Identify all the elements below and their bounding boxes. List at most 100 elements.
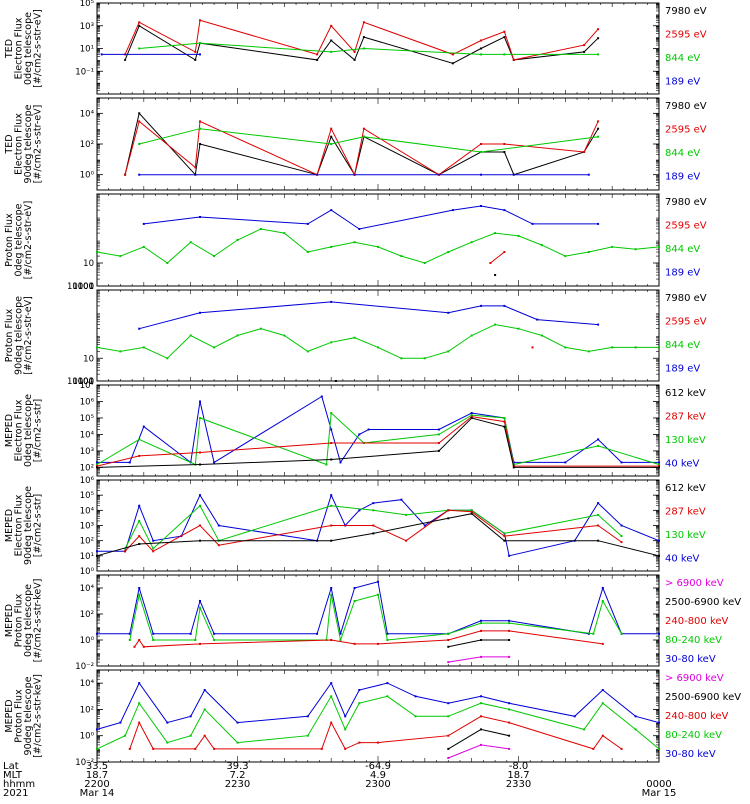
data-point (138, 21, 141, 24)
y-tick-label: 10⁵ (80, 0, 94, 9)
data-point (470, 414, 473, 417)
panel-frame (96, 384, 660, 477)
data-point (480, 655, 482, 658)
data-point (166, 721, 169, 724)
data-point (138, 112, 141, 115)
data-point (353, 241, 356, 244)
footer-value: 2300 (365, 779, 390, 790)
data-point (320, 395, 323, 398)
footer-value: 2200 (84, 779, 109, 790)
data-point (194, 166, 197, 169)
series-612-kev (96, 512, 660, 557)
data-point (330, 341, 333, 344)
data-point (199, 642, 201, 645)
data-point (189, 715, 192, 718)
footer-value: Mar 15 (642, 788, 677, 799)
footer-value: 18.7 (86, 770, 108, 781)
footer-value: 33.5 (86, 761, 108, 772)
y-axis-label-line: Proton Flux (14, 593, 25, 647)
data-point (512, 58, 515, 61)
data-point (437, 449, 440, 452)
data-point (508, 622, 511, 625)
data-point (358, 689, 361, 691)
data-point (316, 632, 319, 635)
y-tick-label: 10⁶ (80, 476, 95, 486)
data-point (423, 262, 426, 264)
data-point (142, 346, 145, 349)
data-point (377, 346, 379, 349)
legend-entry: 844 eV (665, 244, 700, 255)
data-point (199, 417, 201, 419)
data-point (503, 420, 506, 423)
data-point (358, 509, 361, 512)
data-point (480, 702, 482, 705)
data-point (325, 463, 328, 466)
data-point (494, 274, 497, 276)
y-axis-label-line: Electron Flux (14, 399, 25, 461)
data-point (447, 251, 450, 253)
data-point (306, 350, 309, 353)
data-point (316, 53, 319, 56)
data-point (138, 543, 141, 545)
data-point (601, 587, 604, 589)
y-axis-label-line: Proton Flux (4, 213, 15, 267)
data-point (320, 747, 323, 750)
data-point (306, 715, 309, 718)
data-point (213, 461, 216, 464)
data-point (405, 513, 408, 516)
data-point (503, 304, 506, 307)
y-tick-label: 1000 (72, 282, 94, 292)
data-point (658, 554, 660, 557)
data-point (283, 232, 286, 235)
legend-entry: > 6900 keV (665, 578, 724, 589)
y-axis-label-line: [#/cm2-s-str] (33, 399, 44, 462)
data-point (414, 695, 417, 698)
series-6900-kev (447, 743, 511, 759)
data-point (330, 209, 333, 212)
data-point (353, 600, 356, 602)
y-axis-label-line: [#/cm2-s-str-keV] (33, 674, 44, 758)
data-point (213, 346, 216, 349)
data-point (362, 36, 365, 39)
data-point (119, 721, 122, 724)
data-point (480, 205, 482, 207)
data-point (564, 255, 567, 258)
data-point (330, 494, 333, 497)
data-point (152, 639, 155, 641)
data-point (400, 498, 403, 501)
data-point (620, 747, 623, 750)
data-point (330, 428, 333, 431)
data-point (400, 255, 403, 258)
data-point (597, 539, 600, 542)
panel-frame (96, 193, 660, 287)
data-point (451, 53, 454, 56)
y-axis-label-line: [#/cm2-s-str-eV] (23, 201, 34, 280)
y-tick-label: 10³ (80, 447, 94, 457)
data-point (199, 127, 201, 130)
data-point (330, 682, 333, 685)
data-point (386, 682, 389, 685)
data-point (423, 524, 426, 527)
legend-entry: 2500-6900 keV (665, 597, 741, 608)
y-axis-label-line: 0deg telescope (14, 203, 25, 276)
data-point (658, 245, 660, 248)
data-point (372, 502, 375, 505)
series-189-ev (138, 173, 590, 176)
data-point (236, 721, 239, 724)
data-point (217, 544, 220, 547)
data-point (213, 639, 216, 641)
data-point (470, 417, 473, 419)
data-point (508, 629, 511, 632)
data-point (344, 715, 347, 718)
data-point (597, 127, 600, 130)
data-point (620, 535, 623, 538)
series-40-kev (96, 493, 660, 557)
data-point (503, 417, 506, 419)
series-80-240-kev (96, 695, 660, 750)
data-point (199, 400, 201, 403)
data-point (203, 708, 206, 711)
data-point (447, 311, 450, 314)
data-point (353, 58, 356, 61)
data-point (451, 62, 454, 65)
data-point (199, 216, 201, 218)
